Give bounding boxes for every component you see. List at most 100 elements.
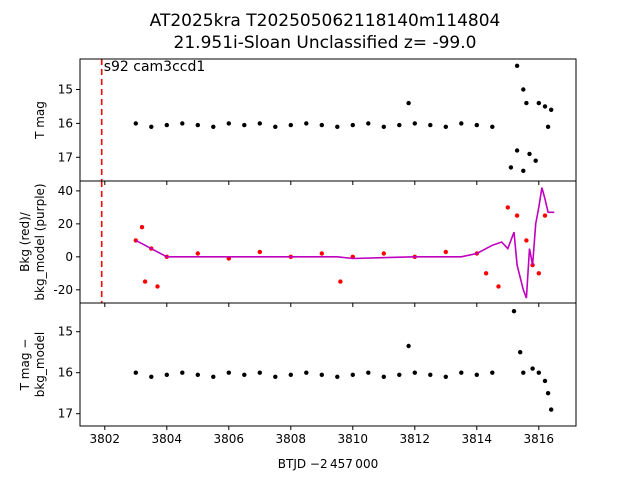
data-point [381, 251, 386, 256]
data-point [319, 251, 324, 256]
data-point [511, 309, 517, 314]
data-point [257, 249, 262, 255]
data-point [459, 121, 464, 126]
data-point [319, 122, 324, 128]
y-tick-label: 15 [58, 325, 73, 339]
data-point [443, 249, 448, 255]
data-point [459, 370, 464, 375]
y-tick-label: 0 [65, 250, 73, 264]
y-tick-label: 16 [58, 366, 73, 380]
data-point [428, 122, 433, 128]
data-point [406, 343, 411, 349]
data-point [443, 374, 448, 379]
x-tick-label: 3816 [524, 432, 555, 446]
data-point [549, 407, 554, 412]
axes-frame [79, 302, 577, 427]
data-point [474, 372, 479, 377]
data-layer [133, 63, 554, 173]
y-tick-label: 15 [58, 83, 73, 97]
axes-frame [79, 58, 577, 182]
data-point [133, 121, 138, 126]
data-point [490, 124, 495, 129]
x-tick-label: 3810 [338, 432, 369, 446]
data-point [273, 374, 278, 379]
data-point [164, 122, 169, 128]
y-axis-label: Bkg (red)/bkg_model (purple) [18, 183, 47, 300]
data-point [536, 271, 541, 276]
data-point [366, 370, 371, 375]
y-axis-label: T mag − bkg_model [18, 332, 47, 398]
data-layer [133, 309, 554, 412]
data-point [545, 391, 551, 396]
data-point [304, 121, 309, 126]
data-point [542, 378, 548, 384]
panel-tmag-minus-bkg: 15 16 17 3802 3804 3806 3808 3810 3812 3814 3816 T … [18, 302, 577, 446]
data-point [288, 372, 293, 377]
data-point [381, 124, 386, 129]
data-point [397, 372, 402, 377]
data-point [542, 104, 548, 109]
y-axis-label: T mag [33, 101, 47, 140]
data-point [412, 370, 417, 375]
data-point [195, 122, 200, 128]
y-axis-label-line: T mag [33, 101, 47, 140]
data-point [195, 372, 200, 377]
y-tick-label: 40 [58, 184, 73, 198]
camera-annotation: s92 cam3ccd1 [104, 59, 206, 75]
panel-tmag: 15 16 17 T mag s92 cam3ccd1 [33, 58, 577, 185]
data-point [335, 374, 340, 379]
data-point [211, 374, 216, 379]
data-point [350, 122, 355, 128]
data-point [350, 372, 355, 377]
data-point [242, 122, 247, 128]
y-axis-label-line: T mag − [18, 339, 32, 392]
data-point [524, 100, 529, 106]
data-point [366, 121, 371, 126]
data-point [180, 121, 185, 126]
data-point [443, 124, 448, 129]
data-point [521, 370, 526, 375]
data-point [412, 121, 417, 126]
data-point [273, 124, 278, 129]
data-point [549, 107, 554, 113]
x-tick-label: 3804 [152, 432, 183, 446]
x-tick-label: 3812 [400, 432, 431, 446]
data-point [195, 251, 200, 256]
y-axis-label-line: bkg_model [33, 332, 47, 398]
data-point [536, 100, 541, 106]
chart-title-line2: 21.951i-Sloan Unclassified z= -99.0 [174, 33, 477, 53]
data-point [226, 370, 231, 375]
data-point [521, 168, 526, 173]
data-layer [133, 187, 555, 299]
y-tick-label: -20 [53, 283, 73, 297]
data-point [508, 165, 514, 170]
x-tick-label: 3814 [462, 432, 493, 446]
y-axis-label-line: bkg_model (purple) [33, 183, 47, 300]
y-tick-label: 17 [58, 150, 73, 164]
data-point [483, 271, 489, 276]
y-tick-label: 17 [58, 407, 73, 421]
data-point [545, 124, 551, 129]
data-point [335, 124, 340, 129]
data-point [514, 213, 520, 218]
data-point [518, 350, 523, 355]
y-tick-label: 20 [58, 217, 73, 231]
data-point [139, 225, 145, 230]
data-point [505, 205, 510, 210]
data-point [406, 100, 411, 106]
data-point [521, 87, 526, 92]
data-point [257, 370, 262, 375]
y-axis-label-line: Bkg (red)/ [18, 211, 32, 272]
data-point [242, 372, 247, 377]
x-tick-label: 3806 [214, 432, 245, 446]
data-point [474, 122, 479, 128]
data-point [304, 370, 309, 375]
data-point [533, 158, 538, 163]
data-point [288, 122, 293, 128]
x-axis-label: BTJD −2 457 000 [278, 457, 378, 471]
data-point [211, 124, 216, 129]
data-point [226, 121, 231, 126]
data-point [428, 372, 433, 377]
data-point [514, 63, 520, 68]
